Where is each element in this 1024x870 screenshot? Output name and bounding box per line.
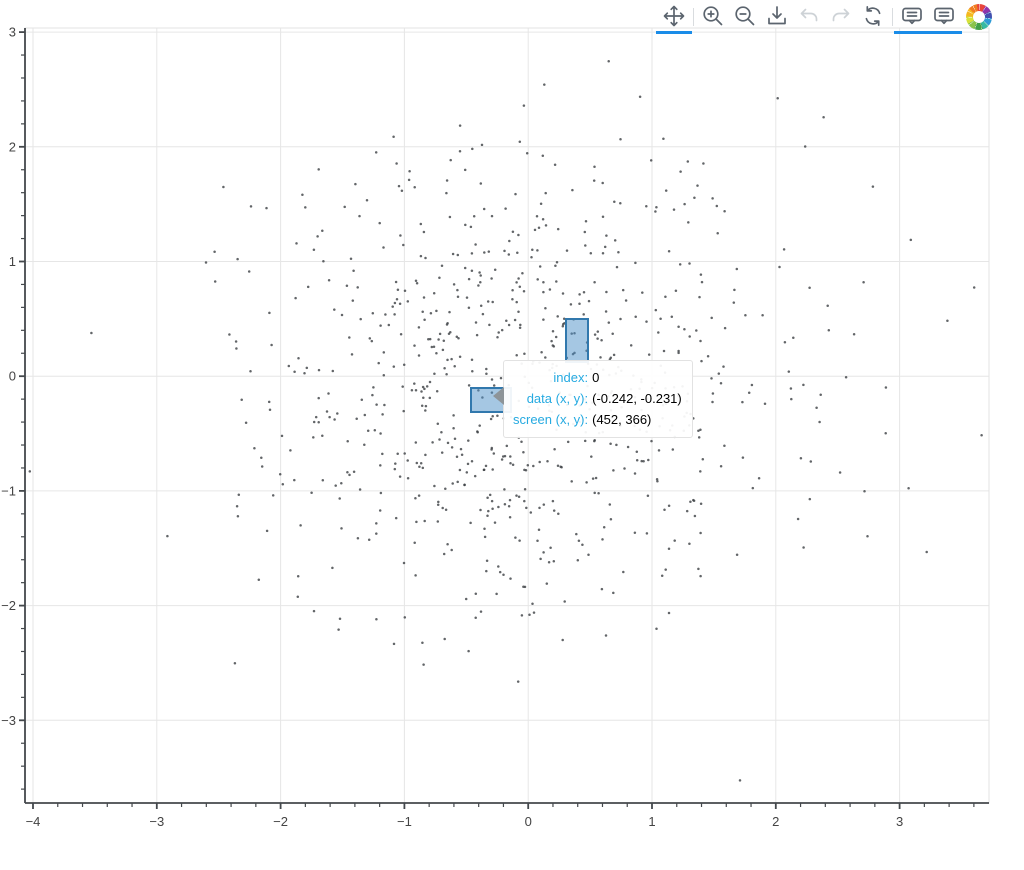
tool-zoom-in[interactable] [697,2,729,32]
x-tick-label: 3 [896,814,903,829]
hover-tooltip: index: 0 data (x, y): (-0.242, -0.231) s… [493,360,693,438]
tool-undo[interactable] [793,2,825,32]
y-tick-label: 3 [9,25,16,40]
tooltip-screen-xy-label: screen (x, y): [513,412,589,427]
x-tick-label: 0 [525,814,532,829]
x-tick-label: −3 [149,814,164,829]
undo-icon [797,4,821,31]
y-tick-label: 2 [9,139,16,154]
tooltip-screen-xy-value: (452, 366) [592,412,652,427]
y-tick-label: 0 [9,369,16,384]
tooltip-index-label: index: [553,370,589,385]
x-tick-label: −1 [397,814,412,829]
y-tick-label: −1 [1,483,16,498]
bokeh-logo-icon[interactable] [966,4,992,30]
zoom-out-icon [733,4,757,31]
tooltip-index-value: 0 [592,370,600,385]
tool-redo[interactable] [825,2,857,32]
toolbar-separator [889,8,896,26]
x-tick-label: −2 [273,814,288,829]
tool-zoom-out[interactable] [729,2,761,32]
toolbar-separator [690,8,697,26]
hover-tooltip-icon [900,4,924,31]
y-tick-label: 1 [9,254,16,269]
tooltip-arrow-icon [493,387,504,405]
tool-hover-2[interactable] [926,2,962,34]
reset-icon [861,4,885,31]
x-tick-label: 2 [772,814,779,829]
tooltip-data-xy-label: data (x, y): [526,391,589,406]
x-tick-label: −4 [26,814,41,829]
highlight-rect-1[interactable] [565,318,589,363]
save-icon [765,4,789,31]
tooltip-data-xy-value: (-0.242, -0.231) [592,391,682,406]
redo-icon [829,4,853,31]
y-tick-label: −3 [1,713,16,728]
tool-reset[interactable] [857,2,889,32]
tool-hover-1[interactable] [894,2,930,34]
pan-icon [662,4,686,31]
tool-save[interactable] [761,2,793,32]
zoom-in-icon [701,4,725,31]
tool-pan[interactable] [656,2,692,34]
hover-tooltip-icon [932,4,956,31]
x-tick-label: 1 [648,814,655,829]
y-tick-label: −2 [1,598,16,613]
bokeh-toolbar [656,1,992,34]
